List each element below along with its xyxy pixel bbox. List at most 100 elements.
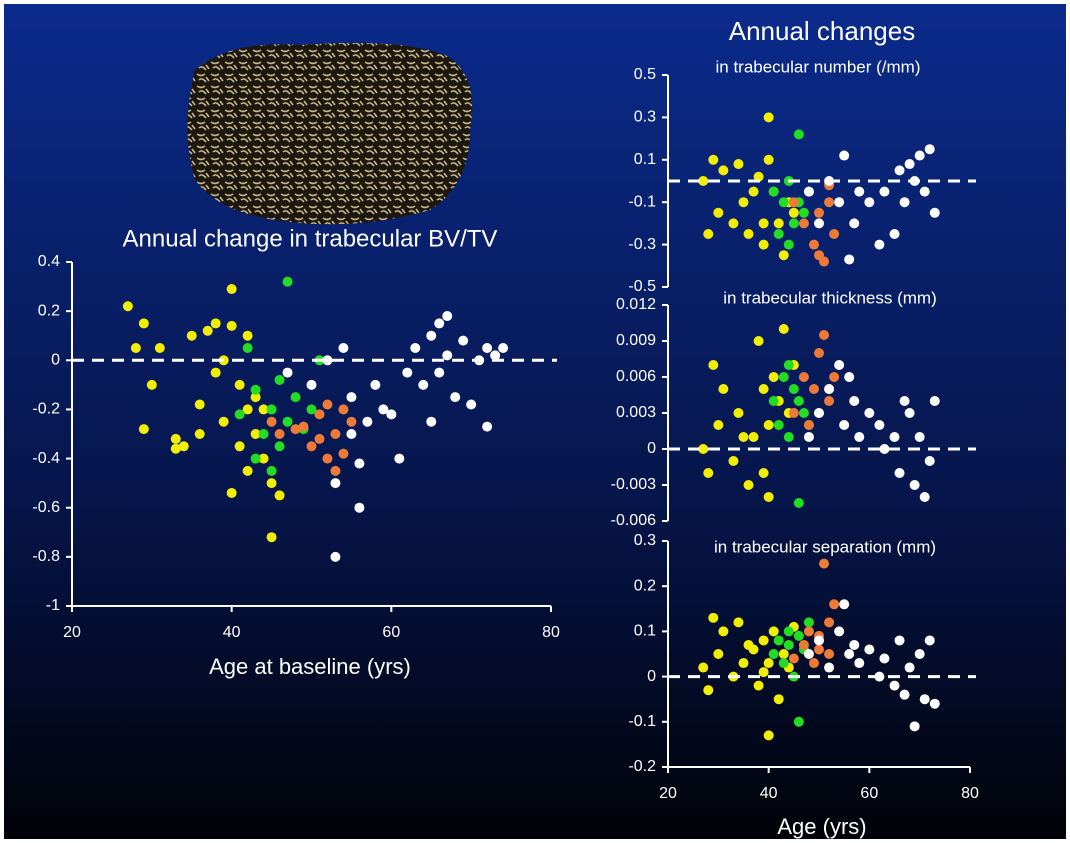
point bbox=[307, 441, 317, 451]
point bbox=[354, 503, 364, 513]
point bbox=[824, 197, 834, 207]
point bbox=[708, 155, 718, 165]
point bbox=[370, 380, 380, 390]
y-tick-label: -0.1 bbox=[628, 193, 656, 210]
point bbox=[809, 384, 819, 394]
point bbox=[864, 408, 874, 418]
point bbox=[804, 187, 814, 197]
point bbox=[834, 197, 844, 207]
point bbox=[307, 380, 317, 390]
point bbox=[854, 432, 864, 442]
chart-title: in trabecular thickness (mm) bbox=[723, 288, 937, 307]
point bbox=[744, 480, 754, 490]
point bbox=[698, 663, 708, 673]
point bbox=[824, 396, 834, 406]
point bbox=[227, 284, 237, 294]
point bbox=[814, 218, 824, 228]
point bbox=[930, 208, 940, 218]
point bbox=[844, 254, 854, 264]
point bbox=[819, 330, 829, 340]
point bbox=[243, 343, 253, 353]
point bbox=[895, 635, 905, 645]
y-tick-label: -0.5 bbox=[628, 278, 656, 295]
point bbox=[330, 478, 340, 488]
point bbox=[819, 559, 829, 569]
point bbox=[784, 360, 794, 370]
point bbox=[402, 368, 412, 378]
point bbox=[784, 626, 794, 636]
point bbox=[291, 392, 301, 402]
point bbox=[879, 187, 889, 197]
point bbox=[466, 400, 476, 410]
point bbox=[275, 490, 285, 500]
point bbox=[759, 240, 769, 250]
y-tick-label: 0.012 bbox=[616, 296, 656, 313]
point bbox=[187, 331, 197, 341]
point bbox=[235, 441, 245, 451]
point bbox=[283, 277, 293, 287]
point bbox=[283, 417, 293, 427]
point bbox=[733, 159, 743, 169]
point bbox=[718, 165, 728, 175]
point bbox=[854, 187, 864, 197]
point bbox=[759, 468, 769, 478]
point bbox=[346, 392, 356, 402]
point bbox=[905, 663, 915, 673]
point bbox=[322, 454, 332, 464]
point bbox=[784, 640, 794, 650]
point bbox=[243, 331, 253, 341]
point bbox=[259, 429, 269, 439]
y-tick-label: -0.2 bbox=[628, 758, 656, 775]
point bbox=[895, 468, 905, 478]
point bbox=[211, 368, 221, 378]
point bbox=[839, 599, 849, 609]
point bbox=[834, 360, 844, 370]
point bbox=[789, 218, 799, 228]
heading: Annual changes bbox=[729, 16, 915, 46]
point bbox=[211, 318, 221, 328]
point bbox=[849, 640, 859, 650]
point bbox=[844, 649, 854, 659]
point bbox=[784, 240, 794, 250]
point bbox=[139, 424, 149, 434]
x-axis-label: Age at baseline (yrs) bbox=[209, 654, 411, 679]
point bbox=[839, 151, 849, 161]
point bbox=[794, 717, 804, 727]
point bbox=[849, 396, 859, 406]
point bbox=[799, 208, 809, 218]
x-axis-label: Age (yrs) bbox=[777, 814, 866, 839]
chart-title: in trabecular separation (mm) bbox=[714, 537, 936, 556]
point bbox=[362, 417, 372, 427]
point bbox=[809, 240, 819, 250]
point bbox=[900, 197, 910, 207]
point bbox=[703, 685, 713, 695]
point bbox=[764, 112, 774, 122]
y-tick-label: 0 bbox=[647, 440, 656, 457]
point bbox=[774, 229, 784, 239]
point bbox=[764, 492, 774, 502]
point bbox=[728, 456, 738, 466]
point bbox=[829, 372, 839, 382]
y-tick-label: 0.1 bbox=[634, 623, 656, 640]
point bbox=[708, 613, 718, 623]
point bbox=[789, 197, 799, 207]
x-tick-label: 60 bbox=[382, 624, 400, 641]
point bbox=[764, 730, 774, 740]
point bbox=[804, 617, 814, 627]
point bbox=[930, 699, 940, 709]
chart-title: Annual change in trabecular BV/TV bbox=[123, 225, 498, 252]
y-tick-label: -1 bbox=[46, 597, 60, 614]
point bbox=[739, 658, 749, 668]
point bbox=[769, 649, 779, 659]
point bbox=[789, 408, 799, 418]
point bbox=[267, 404, 277, 414]
point bbox=[283, 368, 293, 378]
point bbox=[267, 466, 277, 476]
y-tick-label: -0.003 bbox=[611, 476, 656, 493]
point bbox=[920, 187, 930, 197]
point bbox=[789, 208, 799, 218]
point bbox=[779, 250, 789, 260]
point bbox=[915, 649, 925, 659]
point bbox=[267, 532, 277, 542]
point bbox=[713, 208, 723, 218]
